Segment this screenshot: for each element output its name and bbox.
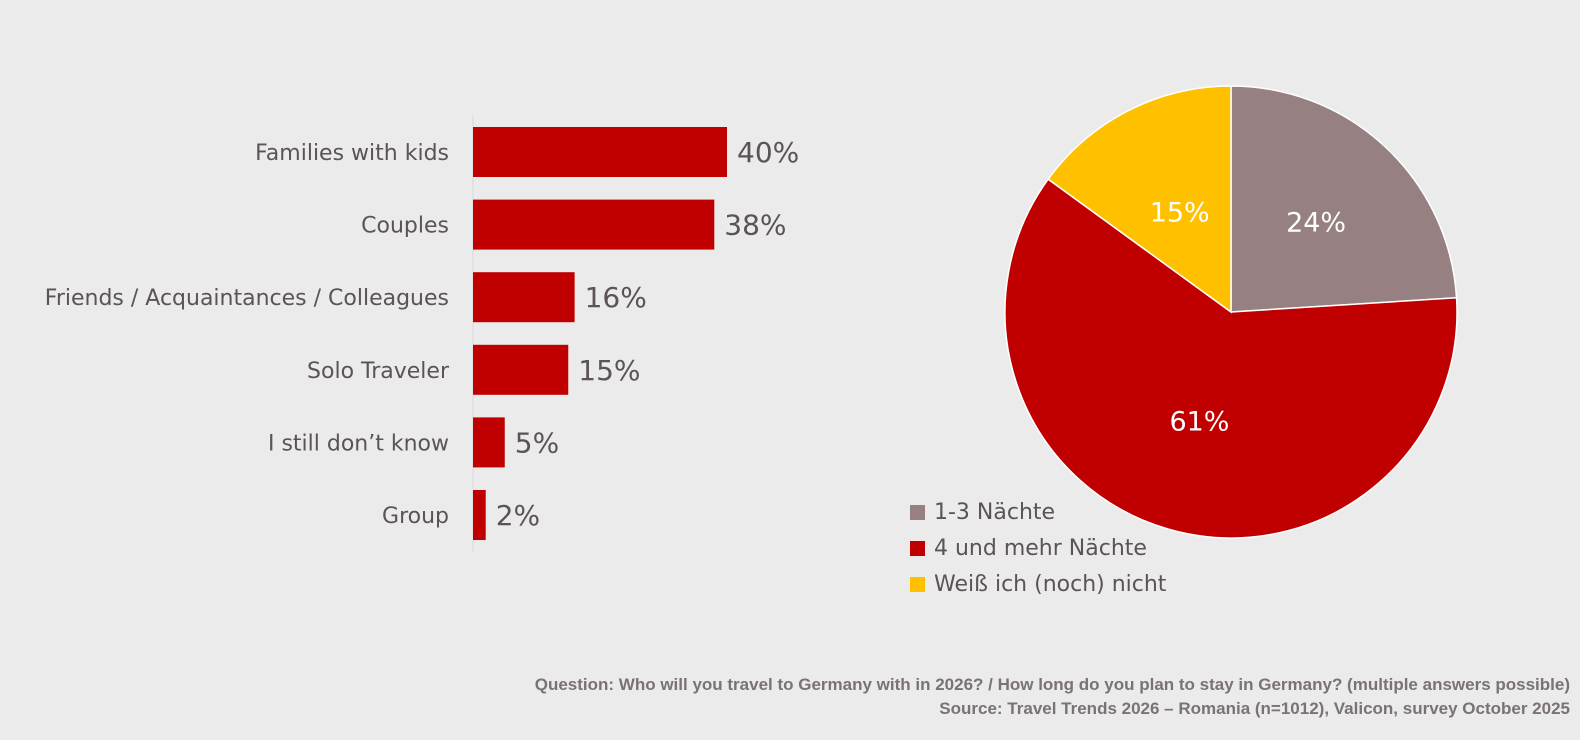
bar-chart: Families with kids 40% Couples 38% Friends /… [45, 115, 799, 552]
bar-value-label: 40% [737, 136, 799, 169]
bar [473, 272, 575, 323]
category-label: Group [382, 504, 449, 529]
legend-swatch [910, 576, 925, 592]
category-label: Families with kids [255, 141, 449, 166]
bar [473, 127, 727, 177]
legend-item: 4 und mehr Nächte [910, 530, 1166, 566]
pie-legend: 1-3 Nächte 4 und mehr Nächte Weiß ich (n… [910, 494, 1166, 602]
category-label: Friends / Acquaintances / Colleagues [45, 286, 449, 311]
bar [473, 417, 505, 468]
bar [473, 199, 715, 250]
bar-value-label: 15% [578, 354, 640, 387]
category-label: Solo Traveler [307, 359, 450, 384]
legend-label: 4 und mehr Nächte [934, 535, 1147, 561]
source-note: Source: Travel Trends 2026 – Romania (n=… [939, 699, 1570, 718]
pie-chart: 24% 61% 15% [1004, 85, 1458, 539]
bar-value-label: 2% [496, 499, 540, 532]
legend-label: Weiß ich (noch) nicht [934, 571, 1167, 597]
bar [473, 344, 569, 395]
bar [473, 490, 486, 540]
pie-value-label: 15% [1150, 197, 1210, 228]
question-note: Question: Who will you travel to Germany… [534, 675, 1570, 694]
pie-slice [1047, 85, 1232, 314]
pie-slice [1230, 85, 1458, 313]
pie-value-label: 24% [1286, 207, 1346, 238]
bar-value-label: 38% [724, 209, 786, 242]
pie-value-label: 61% [1169, 407, 1229, 438]
legend-item: Weiß ich (noch) nicht [910, 566, 1166, 602]
category-label: Couples [361, 214, 449, 239]
footer-notes: Question: Who will you travel to Germany… [535, 673, 1570, 721]
legend-label: 1-3 Nächte [934, 499, 1056, 525]
legend-swatch [910, 504, 925, 520]
bar-value-label: 5% [515, 426, 559, 459]
legend-item: 1-3 Nächte [910, 494, 1166, 530]
bar-value-label: 16% [585, 281, 647, 314]
legend-swatch [910, 540, 925, 556]
pie-slice [1004, 178, 1458, 539]
category-label: I still don’t know [268, 431, 449, 456]
